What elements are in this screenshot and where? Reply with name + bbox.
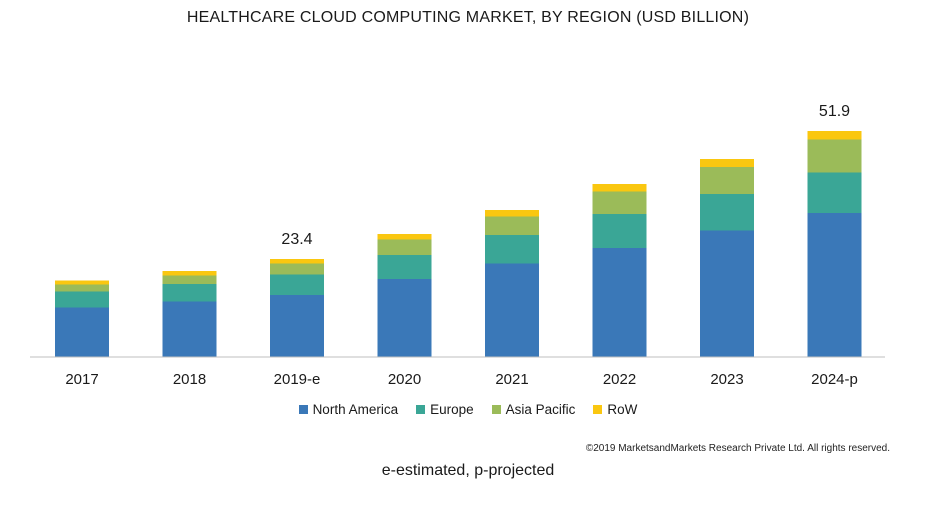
legend: North America Europe Asia Pacific RoW: [0, 402, 936, 417]
data-label-total-2024-p: 51.9: [819, 103, 850, 120]
bar-europe-2017: [55, 291, 109, 308]
bar-north-america-2023: [700, 230, 754, 357]
bar-north-america-2017: [55, 307, 109, 357]
data-labels: 23.4 51.9: [281, 103, 850, 248]
x-tick-label-2019-e: 2019-e: [274, 371, 321, 388]
legend-swatch-europe: [416, 405, 426, 414]
bar-europe-2024-p: [807, 172, 862, 213]
bar-row-2017: [55, 280, 109, 285]
bar-europe-2019-e: [270, 274, 324, 295]
legend-label-north-america: North America: [312, 402, 399, 417]
bar-asia-pacific-2018: [162, 275, 217, 284]
legend-swatch-north-america: [298, 405, 308, 414]
bar-row-2019-e: [270, 259, 324, 264]
bar-asia-pacific-2021: [485, 216, 539, 235]
chart-title: HEALTHCARE CLOUD COMPUTING MARKET, BY RE…: [186, 9, 750, 26]
bar-asia-pacific-2017: [55, 284, 109, 292]
legend-label-europe: Europe: [430, 402, 474, 417]
x-tick-label-2020: 2020: [388, 371, 421, 388]
bar-asia-pacific-2020: [377, 239, 432, 255]
bar-north-america-2022: [592, 248, 647, 357]
x-tick-label-2018: 2018: [173, 371, 206, 388]
bar-north-america-2021: [485, 263, 539, 357]
bar-asia-pacific-2019-e: [270, 263, 324, 275]
bar-europe-2023: [700, 194, 754, 231]
x-tick-label-2021: 2021: [495, 371, 528, 388]
x-tick-label-2022: 2022: [603, 371, 636, 388]
bar-row-2024-p: [807, 131, 862, 140]
bar-north-america-2024-p: [807, 213, 862, 357]
bar-north-america-2018: [162, 301, 217, 357]
data-label-total-2019-e: 23.4: [281, 231, 312, 248]
legend-item-row: RoW: [593, 402, 637, 417]
bar-europe-2020: [377, 255, 432, 279]
bar-row-2018: [162, 271, 217, 276]
legend-item-europe: Europe: [416, 402, 474, 417]
legend-swatch-row: [593, 405, 603, 414]
bar-europe-2018: [162, 284, 217, 302]
bar-row-2021: [485, 210, 539, 217]
copyright-notice: ©2019 MarketsandMarkets Research Private…: [585, 443, 890, 454]
bar-chart: 2017 2018 2019-e 2020 2021 2022 2023 2024-p 23.…: [30, 103, 885, 388]
bar-row-2020: [377, 234, 432, 240]
x-tick-label-2017: 2017: [65, 371, 98, 388]
bar-north-america-2019-e: [270, 295, 324, 357]
bar-europe-2022: [592, 214, 647, 248]
footnote: e-estimated, p-projected: [381, 462, 555, 479]
bar-row-2023: [700, 159, 754, 167]
bar-asia-pacific-2022: [592, 191, 647, 214]
bars-group: [55, 131, 862, 357]
bar-north-america-2020: [377, 279, 432, 357]
legend-label-asia-pacific: Asia Pacific: [505, 402, 576, 417]
legend-item-asia-pacific: Asia Pacific: [491, 402, 576, 417]
bar-asia-pacific-2024-p: [807, 139, 862, 173]
x-tick-label-2023: 2023: [710, 371, 743, 388]
legend-swatch-asia-pacific: [491, 405, 501, 414]
bar-europe-2021: [485, 235, 539, 264]
legend-item-north-america: North America: [298, 402, 399, 417]
bar-asia-pacific-2023: [700, 167, 754, 194]
x-tick-labels: 2017 2018 2019-e 2020 2021 2022 2023 2024-p: [65, 371, 858, 388]
x-tick-label-2024-p: 2024-p: [811, 371, 858, 388]
bar-row-2022: [592, 184, 647, 192]
legend-label-row: RoW: [607, 402, 638, 417]
